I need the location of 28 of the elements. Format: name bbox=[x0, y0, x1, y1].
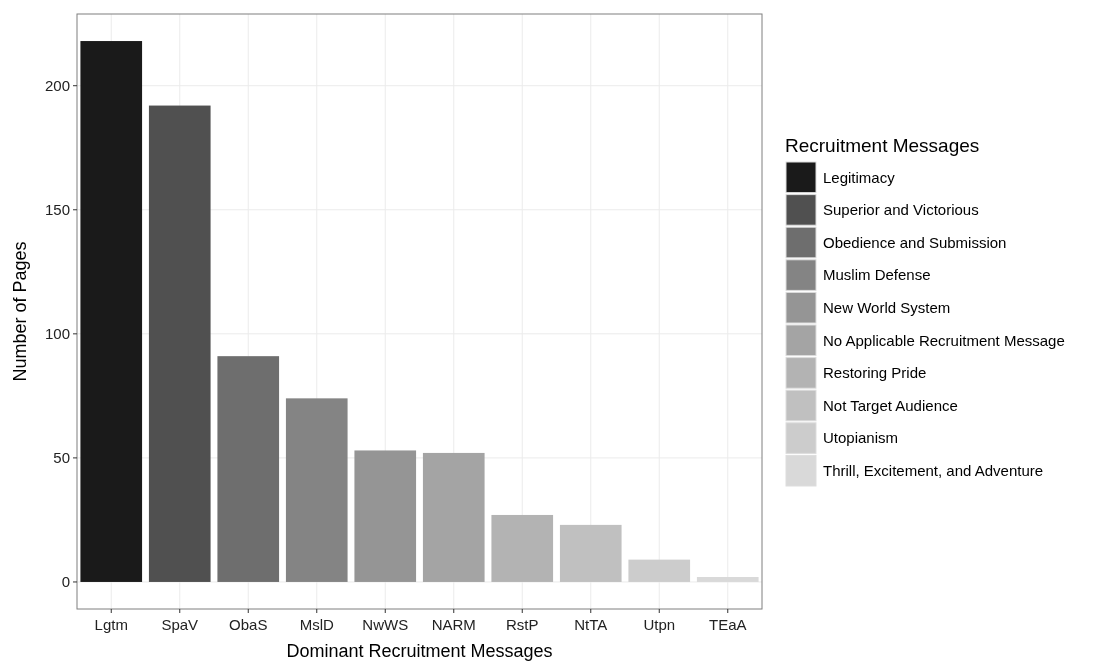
y-tick-label: 150 bbox=[44, 201, 70, 219]
x-tick-label: Lgtm bbox=[94, 616, 128, 633]
legend-label: Superior and Victorious bbox=[823, 201, 979, 219]
legend-label: Muslim Defense bbox=[823, 266, 931, 284]
y-tick-label: 100 bbox=[44, 325, 70, 343]
legend-label: No Applicable Recruitment Message bbox=[823, 331, 1065, 349]
x-tick-label: NwWS bbox=[362, 616, 409, 633]
x-axis-title: Dominant Recruitment Messages bbox=[286, 641, 553, 661]
y-tick-label: 0 bbox=[61, 573, 70, 591]
y-tick-label: 200 bbox=[44, 76, 70, 94]
legend-label: Legitimacy bbox=[823, 168, 896, 186]
legend-label: New World System bbox=[823, 298, 951, 316]
x-tick-label: NtTA bbox=[574, 616, 608, 633]
y-tick-label: 50 bbox=[53, 449, 70, 467]
legend-label: Thrill, Excitement, and Adventure bbox=[823, 461, 1044, 479]
x-tick-label: RstP bbox=[505, 616, 539, 633]
legend-label: Obedience and Submission bbox=[823, 233, 1007, 251]
x-tick-label: MslD bbox=[299, 616, 334, 633]
x-tick-label: TEaA bbox=[708, 616, 747, 633]
y-axis-title: Number of Pages bbox=[10, 241, 30, 382]
legend-label: Not Target Audience bbox=[823, 396, 958, 414]
legend-label: Utopianism bbox=[823, 429, 899, 447]
x-tick-label: SpaV bbox=[161, 616, 199, 633]
x-tick-label: NARM bbox=[431, 616, 476, 633]
legend-label: Restoring Pride bbox=[823, 364, 927, 382]
x-tick-label: Utpn bbox=[643, 616, 676, 633]
legend-title: Recruitment Messages bbox=[785, 135, 980, 156]
x-tick-label: ObaS bbox=[229, 616, 268, 633]
